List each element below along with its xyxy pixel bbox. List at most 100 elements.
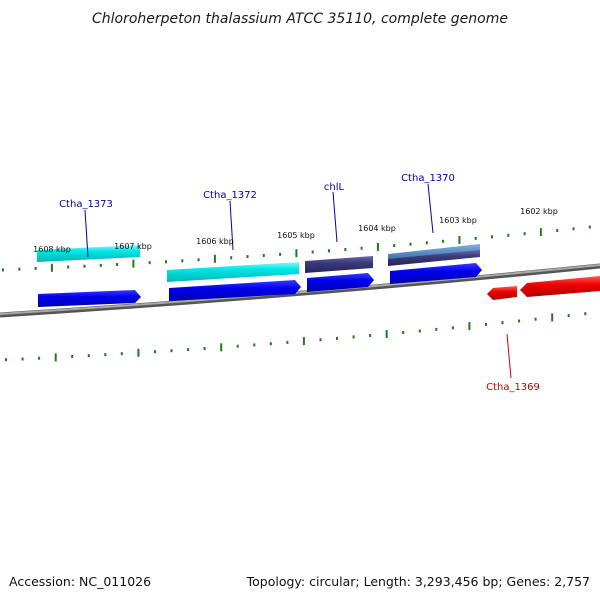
gene-leaders (84, 183, 512, 379)
inner-minor-tick (584, 312, 587, 316)
inner-minor-tick (104, 353, 107, 357)
inner-major-tick (220, 343, 223, 352)
scale-labels: 1608 kbp 1607 kbp 1606 kbp 1605 kbp 1604… (33, 207, 558, 254)
gene-label-ctha1369: Ctha_1369 (486, 382, 540, 393)
gene-block-ctha1373 (37, 245, 140, 262)
outer-minor-tick (67, 265, 70, 269)
outer-minor-tick (262, 254, 265, 257)
outer-minor-tick (572, 227, 575, 231)
outer-minor-tick (279, 252, 282, 256)
inner-minor-tick (501, 321, 504, 325)
gene-label-ctha1372: Ctha_1372 (203, 190, 257, 201)
leader-chll (332, 191, 338, 243)
inner-minor-tick (71, 355, 74, 358)
outer-minor-tick (83, 264, 86, 268)
inner-major-tick (302, 337, 305, 346)
outer-major-tick (458, 235, 461, 244)
cds-arrows-reverse (487, 276, 600, 300)
outer-minor-tick (588, 225, 591, 229)
outer-major-tick (213, 254, 216, 263)
inner-minor-tick (352, 335, 355, 339)
cds-arrow-ctha1373 (38, 290, 141, 307)
outer-minor-tick (116, 263, 119, 266)
outer-minor-tick (165, 260, 167, 264)
outer-minor-tick (507, 233, 510, 237)
outer-minor-tick (197, 258, 200, 262)
outer-minor-tick (523, 232, 526, 236)
inner-minor-tick (120, 352, 123, 356)
gene-block-chll (305, 256, 373, 273)
leader-ctha1369 (506, 333, 512, 379)
outer-major-tick (539, 228, 542, 237)
outer-minor-tick (148, 261, 151, 265)
outer-major-tick (50, 263, 53, 272)
inner-major-tick (137, 348, 140, 357)
inner-minor-tick (87, 354, 90, 358)
genome-backbone-highlight (0, 264, 600, 315)
gene-block-ctha1370 (388, 250, 480, 266)
outer-minor-tick (393, 244, 396, 248)
outer-minor-tick (2, 268, 4, 272)
cds-arrow-ctha1372 (169, 280, 301, 301)
outer-minor-tick (34, 267, 37, 270)
inner-minor-tick (435, 327, 438, 331)
cds-arrow-chll (307, 273, 374, 292)
inner-minor-tick (38, 356, 41, 360)
leader-ctha1372 (229, 200, 234, 251)
outer-minor-tick (18, 267, 21, 271)
outer-major-tick (295, 249, 298, 258)
gene-labels: Ctha_1373 Ctha_1372 chlL Ctha_1370 Ctha_… (59, 173, 540, 393)
outer-minor-tick (442, 239, 445, 243)
outer-tick-row (2, 225, 591, 272)
gene-block-ctha1370-top (388, 244, 480, 260)
outer-minor-tick (230, 256, 233, 260)
scale-label-1606: 1606 kbp (196, 237, 234, 246)
cds-arrows-forward (38, 263, 482, 307)
outer-minor-tick (491, 235, 493, 239)
inner-minor-tick (369, 334, 372, 337)
inner-minor-tick (518, 319, 521, 323)
inner-major-tick (385, 330, 388, 338)
outer-minor-tick (311, 250, 314, 254)
outer-major-tick (376, 242, 379, 251)
inner-minor-tick (269, 342, 272, 346)
inner-minor-tick (154, 350, 156, 354)
outer-minor-tick (360, 246, 363, 250)
scale-label-1608: 1608 kbp (33, 245, 71, 254)
inner-minor-tick (253, 343, 256, 347)
outer-major-tick (132, 259, 135, 268)
outer-minor-tick (344, 248, 347, 251)
outer-minor-tick (425, 241, 428, 245)
scale-label-1602: 1602 kbp (520, 207, 558, 216)
scale-label-1607: 1607 kbp (114, 242, 152, 251)
cds-arrow-ctha1369-small (487, 286, 517, 300)
gene-block-ctha1372 (167, 262, 299, 282)
outer-minor-tick (181, 259, 184, 263)
scale-label-1604: 1604 kbp (358, 224, 396, 233)
outer-minor-tick (556, 229, 559, 232)
inner-minor-tick (187, 348, 190, 352)
scale-label-1605: 1605 kbp (277, 231, 315, 240)
inner-minor-tick (286, 340, 289, 344)
outer-minor-tick (328, 249, 330, 253)
map-title: Chloroherpeton thalassium ATCC 35110, co… (92, 11, 508, 27)
inner-minor-tick (236, 344, 239, 348)
inner-minor-tick (336, 336, 338, 340)
gene-features-outer (37, 244, 480, 282)
genome-summary-text: Topology: circular; Length: 3,293,456 bp… (246, 574, 590, 589)
gene-label-ctha1370: Ctha_1370 (401, 173, 455, 184)
gene-label-chll: chlL (324, 182, 345, 193)
inner-minor-tick (203, 347, 206, 350)
outer-minor-tick (474, 236, 477, 240)
inner-minor-tick (451, 326, 454, 330)
inner-minor-tick (21, 357, 24, 361)
inner-major-tick (551, 313, 554, 322)
scale-label-1603: 1603 kbp (439, 216, 477, 225)
cds-arrow-ctha1370 (390, 263, 482, 284)
inner-minor-tick (170, 349, 173, 353)
gene-label-ctha1373: Ctha_1373 (59, 199, 113, 210)
inner-minor-tick (5, 358, 7, 362)
outer-minor-tick (409, 242, 412, 246)
accession-text: Accession: NC_011026 (9, 574, 151, 589)
